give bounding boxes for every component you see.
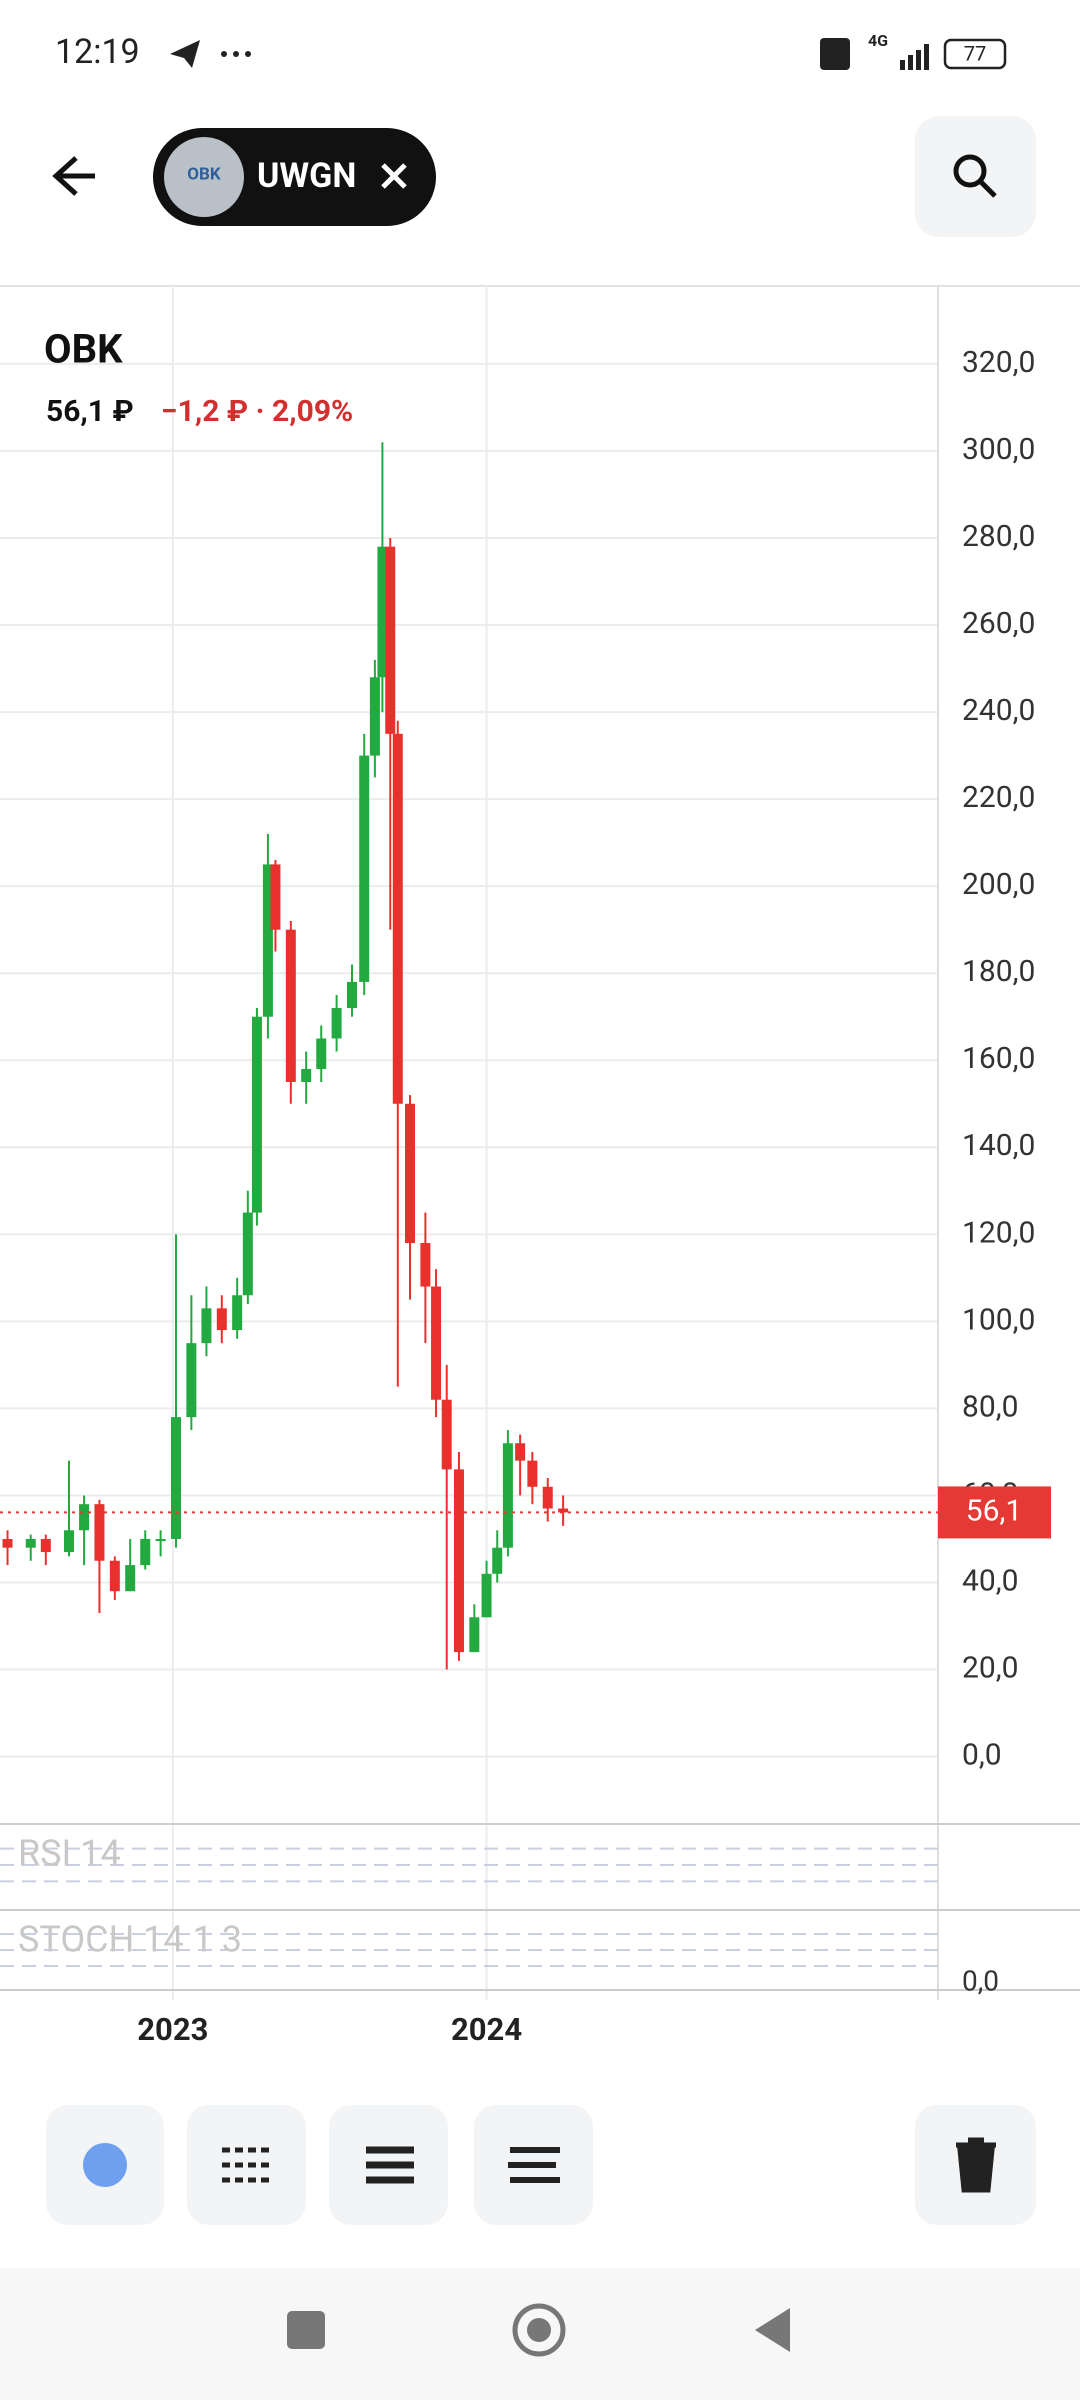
indicator-label: STOCH 14 1 3 — [18, 1919, 242, 1961]
home-icon — [527, 2318, 551, 2342]
candle-body — [216, 1308, 227, 1331]
candle-body — [251, 1016, 262, 1213]
back-button[interactable] — [52, 156, 95, 196]
y-tick-label: 320,0 — [962, 345, 1035, 380]
signal-icon — [900, 44, 929, 70]
candle-body — [64, 1530, 75, 1553]
candle-body — [346, 981, 357, 1009]
ticker: UWGN — [257, 156, 356, 196]
candle-body — [420, 1243, 431, 1287]
stoch-tick-label: 0,0 — [962, 1964, 999, 1997]
y-tick-label: 200,0 — [962, 867, 1035, 902]
price: 56,1 ₽ — [46, 394, 134, 429]
candle-body — [369, 677, 380, 756]
candle-body — [232, 1295, 243, 1331]
candle-body — [405, 1103, 416, 1244]
candle-body — [542, 1486, 553, 1509]
candle-body — [242, 1212, 253, 1296]
y-tick-label: 300,0 — [962, 432, 1035, 467]
telegram-icon — [170, 40, 200, 68]
recents-button[interactable] — [287, 2311, 325, 2349]
candle-body — [79, 1504, 90, 1531]
candle-body — [155, 1538, 166, 1541]
more-icon — [221, 51, 251, 57]
color-swatch — [83, 2143, 127, 2187]
candle-body — [94, 1504, 105, 1561]
status-time: 12:19 — [55, 32, 140, 72]
candle-body — [453, 1469, 464, 1653]
network-type: 4G — [868, 31, 888, 50]
candle-body — [270, 864, 281, 930]
y-tick-label: 40,0 — [962, 1563, 1018, 1598]
indicator-label: RSI 14 — [18, 1833, 121, 1875]
delete-icon — [956, 2137, 996, 2193]
volte-icon — [820, 38, 850, 70]
chart: 0,020,040,060,080,0100,0120,0140,0160,01… — [0, 286, 1080, 2048]
candle-body — [262, 864, 273, 1017]
last-price-tag — [938, 1486, 1051, 1539]
y-tick-label: 180,0 — [962, 954, 1035, 989]
chart-title: OBK — [44, 326, 123, 373]
y-tick-label: 240,0 — [962, 693, 1035, 728]
y-tick-label: 120,0 — [962, 1215, 1035, 1250]
candle-body — [40, 1538, 51, 1553]
y-tick-label: 280,0 — [962, 519, 1035, 554]
candle-body — [492, 1547, 503, 1574]
candle-body — [431, 1286, 442, 1400]
candle-body — [25, 1538, 36, 1548]
candle-body — [558, 1508, 569, 1513]
y-tick-label: 20,0 — [962, 1650, 1018, 1685]
y-tick-label: 140,0 — [962, 1128, 1035, 1163]
candle-body — [331, 1008, 342, 1039]
candle-body — [201, 1308, 212, 1344]
search-button[interactable] — [915, 116, 1036, 237]
candle-body — [170, 1417, 181, 1539]
y-tick-label: 0,0 — [962, 1738, 1002, 1773]
candle-body — [2, 1538, 13, 1548]
candle-body — [392, 733, 403, 1104]
search-icon — [953, 154, 987, 188]
candle-body — [481, 1573, 492, 1618]
last-price-label: 56,1 — [966, 1493, 1022, 1528]
candle-body — [527, 1460, 538, 1487]
candle-body — [469, 1617, 480, 1653]
price-change: −1,2 ₽ · 2,09% — [161, 394, 353, 429]
y-tick-label: 160,0 — [962, 1041, 1035, 1076]
battery-level: 77 — [964, 41, 986, 65]
candle-body — [316, 1038, 327, 1069]
home-button[interactable] — [512, 2303, 566, 2357]
logo-text: OBK — [187, 164, 221, 184]
candle-body — [301, 1068, 312, 1083]
candle-body — [502, 1443, 513, 1548]
candle-body — [140, 1538, 151, 1566]
ticker-logo — [164, 137, 244, 217]
y-tick-label: 100,0 — [962, 1302, 1035, 1337]
candle-body — [285, 929, 296, 1083]
back-nav-button[interactable] — [755, 2308, 790, 2352]
candle-body — [385, 546, 396, 734]
search-icon — [978, 179, 997, 198]
candle-body — [186, 1343, 197, 1418]
y-tick-label: 80,0 — [962, 1389, 1018, 1424]
settings-icon — [508, 2147, 560, 2183]
remove-ticker[interactable] — [381, 163, 407, 189]
y-tick-label: 220,0 — [962, 780, 1035, 815]
candle-body — [441, 1399, 452, 1470]
candle-body — [515, 1443, 526, 1461]
candle-body — [109, 1560, 120, 1592]
line-width-icon — [366, 2146, 414, 2184]
candle-body — [377, 546, 388, 678]
candle-body — [359, 755, 370, 982]
candle-body — [125, 1565, 136, 1592]
y-tick-label: 260,0 — [962, 606, 1035, 641]
line-style-button[interactable] — [187, 2105, 306, 2225]
battery-icon — [943, 38, 1007, 70]
x-tick-label: 2024 — [451, 2011, 522, 2048]
line-style-icon — [222, 2147, 272, 2183]
x-tick-label: 2023 — [137, 2011, 208, 2048]
